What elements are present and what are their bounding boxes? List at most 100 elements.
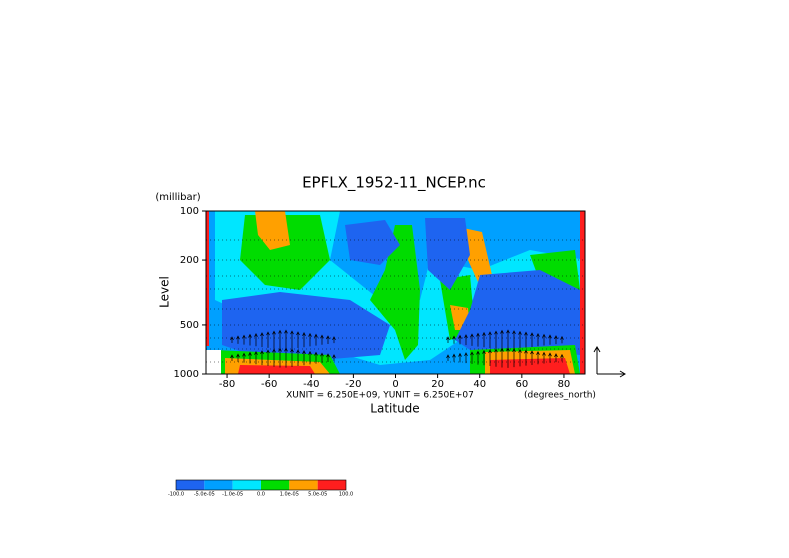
vector-arrow bbox=[296, 349, 300, 367]
colorbar-label: 1.0e-05 bbox=[280, 492, 299, 498]
chart-title: EPFLX_1952-11_NCEP.nc bbox=[302, 174, 486, 193]
vector-arrow bbox=[476, 332, 480, 347]
vector-arrow bbox=[470, 333, 474, 346]
vector-arrow bbox=[308, 350, 312, 365]
vector-arrow bbox=[308, 332, 312, 347]
vector-arrow bbox=[266, 331, 270, 348]
vector-arrow bbox=[314, 333, 318, 346]
vector-arrow bbox=[524, 331, 528, 348]
vector-arrow bbox=[320, 334, 324, 345]
vector-arrow bbox=[290, 330, 294, 349]
vector-arrow bbox=[302, 350, 306, 366]
reference-vector bbox=[593, 346, 626, 378]
vector-arrow bbox=[284, 347, 288, 368]
vector-arrow bbox=[488, 349, 492, 367]
colorbar-box bbox=[176, 480, 205, 490]
vector-arrow bbox=[254, 332, 258, 347]
contour-region bbox=[463, 228, 492, 282]
x-tick-label: -40 bbox=[303, 379, 319, 390]
contour-region bbox=[425, 218, 470, 290]
vector-arrow bbox=[266, 349, 270, 366]
colorbar-box bbox=[289, 480, 318, 490]
vector-arrow bbox=[476, 350, 480, 365]
vector-arrow bbox=[506, 329, 510, 350]
vector-arrow bbox=[278, 329, 282, 350]
contour-region bbox=[345, 220, 400, 265]
vector-arrow bbox=[272, 330, 276, 349]
vector-arrow bbox=[518, 330, 522, 349]
colorbar-box bbox=[232, 480, 261, 490]
y-tick-label: 1000 bbox=[174, 369, 199, 380]
x-tick-label: 20 bbox=[431, 379, 444, 390]
x-tick-label: 0 bbox=[392, 379, 398, 390]
vector-arrow bbox=[554, 353, 558, 363]
vector-arrow bbox=[260, 332, 264, 348]
contour-field bbox=[206, 211, 585, 374]
y-tick-label: 200 bbox=[180, 255, 199, 266]
colorbar-box bbox=[204, 480, 233, 490]
colorbar-label: 0.0 bbox=[257, 492, 265, 498]
vector-arrow bbox=[230, 354, 234, 361]
contour-region bbox=[206, 211, 209, 346]
vector-arrow bbox=[482, 331, 486, 348]
y-tick-label: 100 bbox=[180, 206, 199, 217]
vector-arrow bbox=[488, 331, 492, 349]
vector-arrow bbox=[284, 329, 288, 350]
vector-arrow bbox=[242, 334, 246, 345]
vector-arrow bbox=[530, 332, 534, 347]
contour-region bbox=[580, 211, 585, 374]
vector-arrow bbox=[464, 352, 468, 364]
vector-arrow bbox=[230, 336, 234, 343]
colorbar-label: -1.0e-05 bbox=[222, 492, 243, 498]
vector-arrow bbox=[500, 329, 504, 350]
vector-arrow bbox=[536, 332, 540, 347]
vector-arrow bbox=[470, 351, 474, 364]
vector-arrow bbox=[560, 335, 564, 344]
x-tick-label: 60 bbox=[515, 379, 528, 390]
y-tick-label: 500 bbox=[180, 320, 199, 331]
vector-arrow bbox=[326, 353, 330, 362]
vector-arrow bbox=[332, 336, 336, 344]
vector-arrow bbox=[494, 348, 498, 367]
colorbar-frame bbox=[175, 479, 347, 491]
vector-arrow bbox=[278, 347, 282, 368]
vector-arrow bbox=[452, 335, 456, 344]
vector-arrow bbox=[506, 347, 510, 368]
vector-arrow bbox=[290, 348, 294, 367]
missing-region bbox=[206, 350, 221, 374]
vector-arrow bbox=[530, 350, 534, 365]
vector-arrow bbox=[254, 350, 258, 365]
vector-arrow bbox=[536, 350, 540, 365]
vector-arrow bbox=[542, 351, 546, 364]
vector-arrow bbox=[242, 352, 246, 363]
colorbar-label: -5.0e-05 bbox=[194, 492, 215, 498]
colorbar-label: -100.0 bbox=[168, 492, 184, 498]
vector-arrow bbox=[560, 353, 564, 362]
contour-region bbox=[455, 270, 580, 355]
colorbar-box bbox=[261, 480, 290, 490]
vector-arrow bbox=[482, 349, 486, 366]
vector-arrow bbox=[524, 349, 528, 366]
vector-arrow bbox=[236, 335, 240, 344]
vector-arrow bbox=[458, 334, 462, 345]
vector-arrow bbox=[260, 350, 264, 366]
x-unit-label: (degrees_north) bbox=[524, 391, 596, 401]
vector-arrow bbox=[548, 334, 552, 345]
x-tick-label: -20 bbox=[345, 379, 361, 390]
vector-arrow bbox=[272, 348, 276, 367]
vector-arrow bbox=[542, 333, 546, 346]
vector-arrow bbox=[548, 352, 552, 363]
colorbar-label: 100.0 bbox=[339, 492, 353, 498]
contour-region bbox=[222, 292, 390, 360]
vector-arrow bbox=[302, 332, 306, 348]
vector-arrow bbox=[236, 353, 240, 362]
y-axis-label: Level bbox=[158, 276, 172, 308]
vector-arrow bbox=[446, 336, 450, 343]
vector-arrow bbox=[518, 348, 522, 367]
x-axis-label: Latitude bbox=[370, 402, 419, 416]
vector-arrow bbox=[446, 354, 450, 361]
x-tick-label: -60 bbox=[261, 379, 277, 390]
annotation: XUNIT = 6.250E+09, YUNIT = 6.250E+07 bbox=[286, 391, 474, 401]
vector-arrow bbox=[512, 348, 516, 368]
